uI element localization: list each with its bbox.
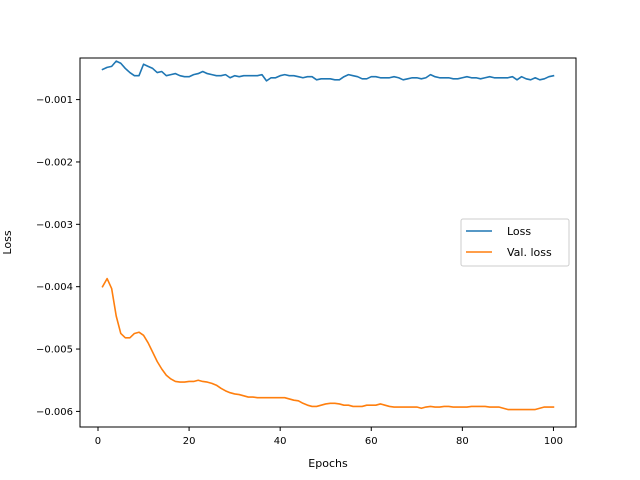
plot-frame: [79, 57, 577, 428]
x-tick-label: 80: [456, 436, 469, 447]
x-tick-label: 100: [544, 436, 563, 447]
y-tick-label: −0.005: [36, 345, 73, 356]
legend: Loss Val. loss: [460, 218, 570, 267]
x-axis-ticks: 0 20 40 60 80 100: [95, 427, 563, 447]
y-axis-ticks: −0.006 −0.005 −0.004 −0.003 −0.002 −0.001: [36, 95, 80, 418]
y-tick-label: −0.002: [36, 157, 73, 168]
y-tick-label: −0.001: [36, 95, 73, 106]
series-line-loss: [101, 60, 555, 82]
x-tick-label: 40: [274, 436, 287, 447]
x-tick-label: 60: [365, 436, 378, 447]
legend-label: Val. loss: [507, 246, 552, 259]
x-tick-label: 0: [95, 436, 101, 447]
x-axis-label: Epochs: [308, 457, 348, 470]
legend-label: Loss: [507, 225, 531, 238]
y-tick-label: −0.006: [36, 407, 73, 418]
series-line-val-loss: [101, 277, 555, 411]
y-axis-label: Loss: [1, 230, 14, 254]
y-tick-label: −0.003: [36, 220, 73, 231]
y-tick-label: −0.004: [36, 282, 73, 293]
series-group: [101, 60, 555, 411]
x-tick-label: 20: [183, 436, 196, 447]
